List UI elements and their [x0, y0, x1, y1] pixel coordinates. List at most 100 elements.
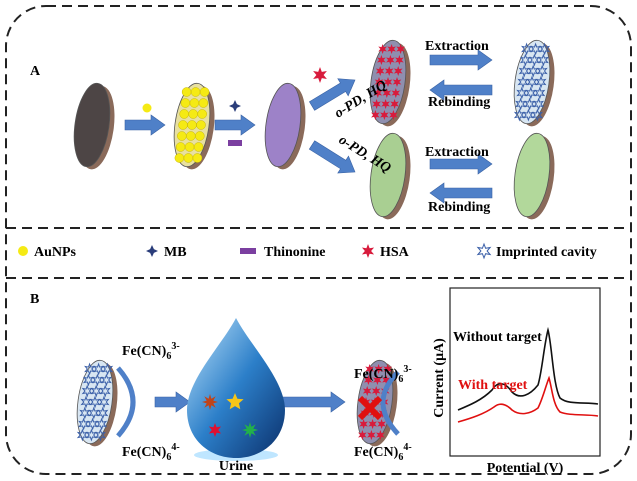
cross — [357, 395, 383, 421]
icon — [229, 100, 241, 112]
icon — [146, 245, 158, 257]
sample-label: Urine — [219, 459, 253, 474]
icon — [190, 87, 201, 97]
icon — [393, 66, 403, 76]
icon — [383, 77, 393, 87]
icon — [199, 87, 210, 97]
icon — [371, 110, 380, 120]
icon — [531, 108, 543, 122]
step-label: Rebinding — [428, 95, 490, 110]
icon — [180, 98, 191, 108]
step-label: Rebinding — [428, 200, 490, 215]
icon — [178, 120, 188, 130]
drop — [187, 318, 285, 458]
legend-label: Thinonine — [264, 245, 325, 260]
icon — [382, 88, 392, 98]
electrode — [513, 132, 551, 218]
icon — [183, 153, 194, 163]
icon — [226, 393, 244, 410]
plot-frame — [449, 287, 601, 457]
icon — [368, 419, 377, 429]
axis-label: Current (μA) — [432, 338, 447, 418]
icon — [539, 42, 551, 56]
arrow — [429, 182, 493, 204]
icon — [174, 153, 185, 163]
icon — [537, 53, 549, 67]
icon — [373, 375, 382, 385]
arrow — [281, 391, 346, 413]
panel-label: A — [30, 64, 41, 79]
icon — [377, 419, 386, 429]
icon — [361, 244, 375, 258]
icon — [395, 55, 404, 65]
icon — [383, 364, 392, 374]
icon — [377, 55, 386, 65]
icon — [189, 98, 200, 108]
icon — [391, 88, 401, 98]
icon — [313, 67, 327, 83]
icon — [381, 99, 390, 109]
icon — [187, 120, 197, 130]
curve-label: Without target — [453, 330, 542, 345]
legend-label: AuNPs — [34, 245, 77, 260]
icon — [242, 422, 258, 438]
icon — [375, 66, 385, 76]
icon — [533, 97, 545, 111]
curved-arrow — [116, 366, 136, 438]
frame — [5, 5, 632, 475]
icon — [97, 406, 109, 420]
icon — [536, 64, 548, 78]
legend-label: Imprinted cavity — [496, 245, 597, 260]
icon — [96, 417, 108, 431]
icon — [535, 75, 547, 89]
icon — [198, 98, 209, 108]
icon — [94, 428, 106, 442]
icon — [365, 364, 374, 374]
arrow — [429, 49, 493, 71]
icon — [142, 103, 152, 113]
arrow — [429, 79, 493, 101]
icon — [99, 384, 111, 398]
electrode — [264, 82, 302, 168]
electrode — [73, 82, 111, 168]
legend-label: MB — [164, 245, 187, 260]
icon — [192, 153, 203, 163]
icon — [100, 373, 112, 387]
icon — [364, 375, 373, 385]
icon — [179, 109, 189, 119]
icon — [184, 142, 195, 152]
icon — [181, 87, 192, 97]
icon — [386, 55, 395, 65]
arrow — [154, 391, 191, 413]
icon — [177, 131, 187, 141]
icon — [359, 419, 368, 429]
icon — [380, 110, 389, 120]
icon — [392, 77, 402, 87]
icon — [390, 99, 399, 109]
arrow — [429, 153, 493, 175]
step-label: Extraction — [425, 39, 489, 54]
icon — [102, 362, 114, 376]
icon — [371, 386, 381, 396]
step-label: Extraction — [425, 145, 489, 160]
icon — [175, 142, 186, 152]
icon — [358, 430, 367, 440]
icon — [186, 131, 196, 141]
icon — [367, 430, 376, 440]
arrow — [308, 140, 356, 174]
electrode — [76, 359, 114, 445]
electrode — [369, 132, 407, 218]
icon — [384, 66, 394, 76]
panel-label: B — [30, 292, 39, 307]
icon — [376, 430, 385, 440]
icon — [374, 364, 383, 374]
icon — [362, 386, 372, 396]
curve — [457, 375, 599, 423]
icon — [193, 142, 204, 152]
icon — [202, 394, 218, 410]
icon — [98, 395, 110, 409]
icon — [476, 242, 492, 260]
curve — [457, 326, 599, 411]
icon — [373, 88, 383, 98]
